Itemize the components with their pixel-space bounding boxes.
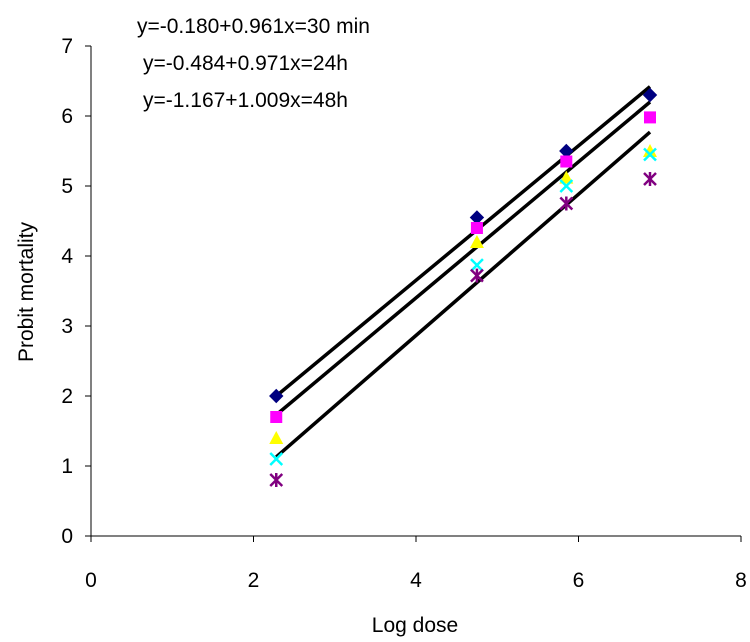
y-tick-label: 4 bbox=[61, 245, 73, 268]
equation-48h: y=-1.167+1.009x=48h bbox=[143, 89, 348, 112]
x-axis-title: Log dose bbox=[372, 614, 458, 637]
y-tick-label: 0 bbox=[61, 525, 73, 548]
data-point-square bbox=[270, 411, 283, 423]
y-tick-label: 2 bbox=[61, 385, 73, 408]
x-tick-label: 2 bbox=[248, 569, 260, 592]
fit-line-2 bbox=[275, 100, 652, 417]
data-point-star bbox=[470, 268, 484, 283]
data-point-diamond bbox=[269, 388, 284, 404]
y-tick-label: 6 bbox=[61, 105, 73, 128]
data-point-triangle bbox=[643, 144, 657, 157]
x-tick-label: 0 bbox=[85, 569, 97, 592]
tick-labels: 0 2 4 6 8 0 1 2 3 4 5 6 7 bbox=[61, 35, 747, 592]
data-points bbox=[269, 87, 658, 487]
data-point-square bbox=[470, 222, 483, 234]
y-tick-label: 1 bbox=[61, 455, 73, 478]
data-point-star bbox=[559, 196, 574, 211]
equation-30min: y=-0.180+0.961x=30 min bbox=[137, 15, 370, 38]
y-axis-title: Probit mortality bbox=[15, 221, 38, 362]
data-point-x bbox=[470, 258, 484, 272]
equation-24h: y=-0.484+0.971x=24h bbox=[143, 52, 348, 75]
y-tick-label: 7 bbox=[61, 35, 73, 58]
fit-line-1 bbox=[275, 85, 652, 398]
fit-lines bbox=[275, 85, 652, 459]
data-point-triangle bbox=[269, 431, 284, 444]
axes bbox=[85, 45, 742, 542]
data-point-x bbox=[559, 179, 574, 193]
data-point-star bbox=[269, 473, 284, 487]
data-point-triangle bbox=[469, 235, 484, 248]
y-tick-label: 5 bbox=[61, 175, 73, 198]
data-point-square bbox=[560, 155, 573, 168]
data-point-x bbox=[269, 452, 284, 466]
data-point-star bbox=[643, 172, 657, 186]
data-point-triangle bbox=[559, 170, 574, 184]
x-tick-label: 4 bbox=[410, 569, 422, 592]
data-point-x bbox=[643, 147, 657, 162]
x-tick-label: 6 bbox=[573, 569, 585, 592]
x-tick-label: 8 bbox=[735, 569, 747, 592]
data-point-diamond bbox=[642, 87, 658, 103]
fit-line-3 bbox=[275, 130, 652, 459]
data-point-square bbox=[644, 111, 656, 124]
y-tick-label: 3 bbox=[61, 315, 73, 338]
